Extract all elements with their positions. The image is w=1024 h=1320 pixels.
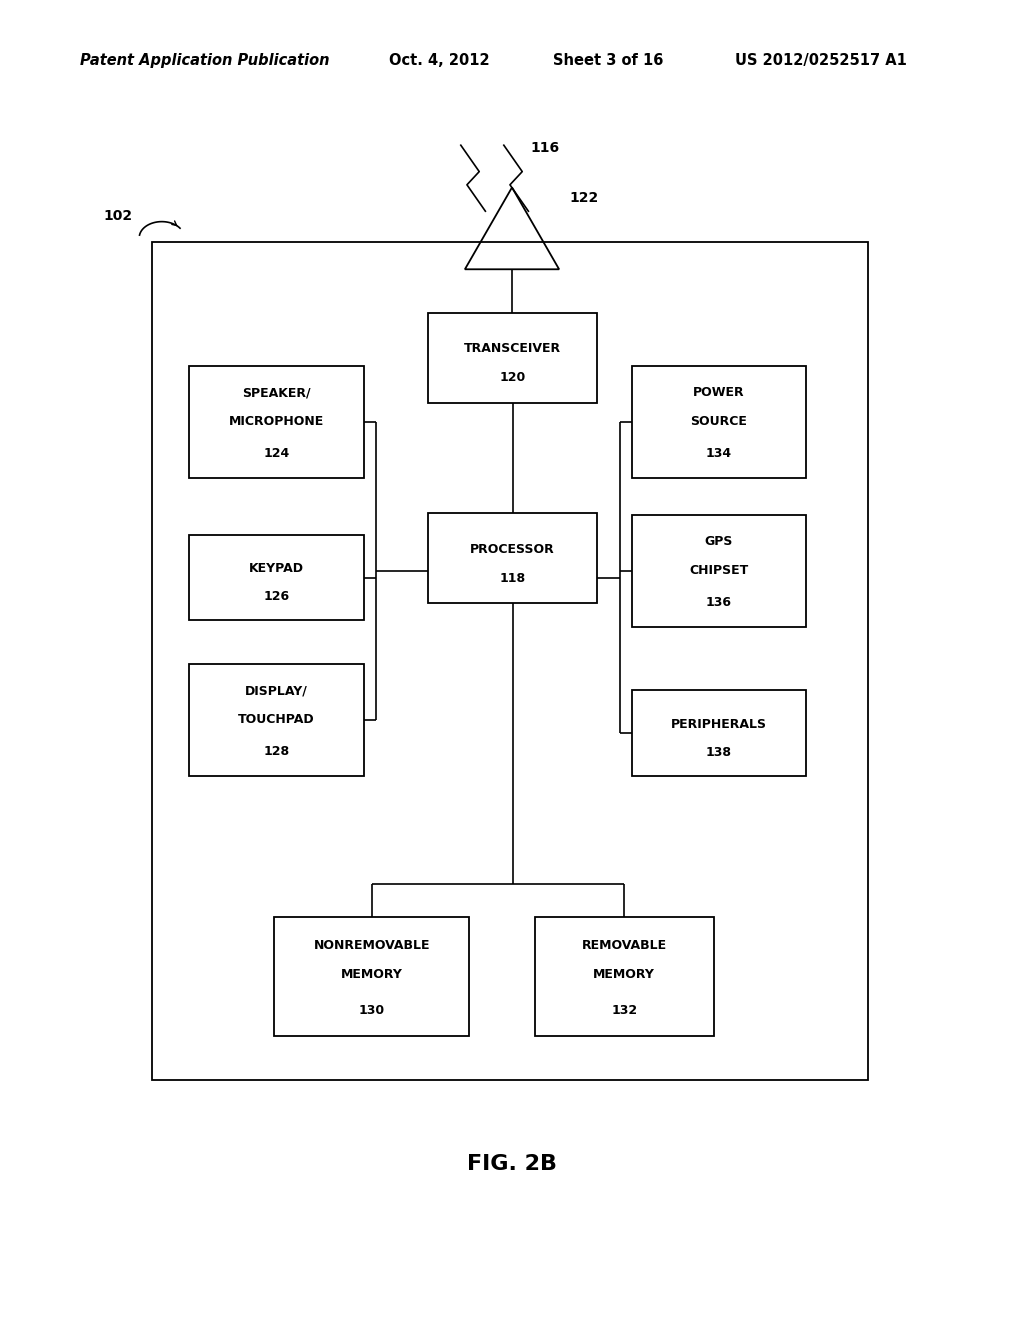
Text: NONREMOVABLE: NONREMOVABLE <box>313 940 430 953</box>
Bar <box>189 664 364 776</box>
Text: TOUCHPAD: TOUCHPAD <box>239 713 314 726</box>
Text: SOURCE: SOURCE <box>690 414 748 428</box>
Text: MEMORY: MEMORY <box>341 969 402 982</box>
Text: CHIPSET: CHIPSET <box>689 564 749 577</box>
Text: Oct. 4, 2012: Oct. 4, 2012 <box>389 53 489 69</box>
Text: 120: 120 <box>500 371 525 384</box>
Bar <box>189 366 364 478</box>
Text: 136: 136 <box>706 595 732 609</box>
Text: Patent Application Publication: Patent Application Publication <box>80 53 330 69</box>
Text: 132: 132 <box>611 1003 637 1016</box>
Text: 134: 134 <box>706 446 732 459</box>
Bar <box>189 535 364 620</box>
Text: DISPLAY/: DISPLAY/ <box>245 684 308 697</box>
Text: PERIPHERALS: PERIPHERALS <box>671 718 767 731</box>
Text: KEYPAD: KEYPAD <box>249 562 304 576</box>
Text: GPS: GPS <box>705 535 733 548</box>
Text: 116: 116 <box>530 141 559 154</box>
Text: REMOVABLE: REMOVABLE <box>582 940 667 953</box>
Text: MEMORY: MEMORY <box>593 969 655 982</box>
Text: 118: 118 <box>500 572 525 585</box>
Text: 122: 122 <box>569 191 598 205</box>
Text: PROCESSOR: PROCESSOR <box>470 543 555 556</box>
Text: 102: 102 <box>103 210 132 223</box>
Text: US 2012/0252517 A1: US 2012/0252517 A1 <box>735 53 907 69</box>
Text: FIG. 2B: FIG. 2B <box>467 1154 557 1175</box>
Bar <box>535 917 714 1036</box>
Bar <box>274 917 469 1036</box>
Bar <box>632 515 806 627</box>
Text: SPEAKER/: SPEAKER/ <box>242 385 311 399</box>
Bar <box>428 513 597 603</box>
Bar <box>632 366 806 478</box>
Bar <box>632 690 806 776</box>
Text: Sheet 3 of 16: Sheet 3 of 16 <box>553 53 664 69</box>
Text: MICROPHONE: MICROPHONE <box>228 414 325 428</box>
Text: TRANSCEIVER: TRANSCEIVER <box>464 342 561 355</box>
Bar <box>428 313 597 403</box>
Text: POWER: POWER <box>693 385 744 399</box>
Text: 138: 138 <box>706 746 732 759</box>
Bar <box>152 242 868 1080</box>
Text: 126: 126 <box>263 590 290 603</box>
Text: 124: 124 <box>263 446 290 459</box>
Text: 128: 128 <box>263 744 290 758</box>
Text: 130: 130 <box>358 1003 385 1016</box>
